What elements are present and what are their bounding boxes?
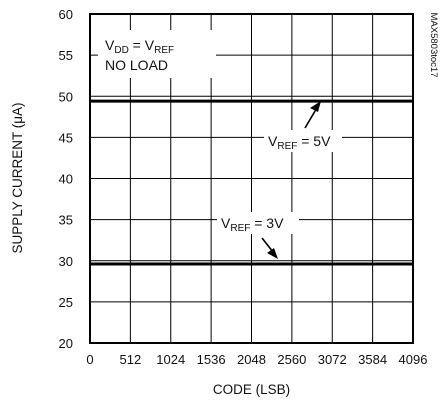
figure-id: MAX5803toc17	[428, 13, 439, 78]
y-tick-label: 25	[59, 295, 73, 310]
label-5v: VREF = 5V	[268, 133, 331, 152]
x-tick-labels: 0 512 1024 1536 2048 2560 3072 3584 4096	[86, 352, 427, 367]
x-tick-label: 0	[86, 352, 93, 367]
arrow-3v-shaft	[261, 237, 274, 253]
y-tick-label: 60	[59, 7, 73, 22]
y-tick-labels: 20 25 30 35 40 45 50 55 60	[59, 7, 73, 351]
y-tick-label: 45	[59, 130, 73, 145]
x-tick-label: 2048	[237, 352, 266, 367]
y-tick-label: 50	[59, 89, 73, 104]
y-axis-title: SUPPLY CURRENT (μA)	[10, 102, 25, 253]
arrow-3v-head	[267, 248, 278, 259]
y-tick-label: 20	[59, 336, 73, 351]
x-tick-label: 2560	[277, 352, 306, 367]
label-5v-background	[264, 130, 342, 152]
label-3v: VREF = 3V	[221, 215, 284, 234]
y-tick-label: 30	[59, 254, 73, 269]
x-tick-label: 4096	[399, 352, 428, 367]
x-tick-label: 1536	[197, 352, 226, 367]
condition-label-line2: NO LOAD	[105, 57, 168, 73]
x-axis-title: CODE (LSB)	[213, 382, 290, 397]
series-lines	[90, 99, 413, 266]
label-3v-background	[217, 212, 299, 234]
x-tick-label: 3072	[318, 352, 347, 367]
arrow-5v-head	[310, 101, 321, 112]
x-tick-label: 512	[120, 352, 142, 367]
x-tick-label: 3584	[358, 352, 387, 367]
condition-label-background	[98, 30, 216, 78]
condition-label-line1: VDD = VREF	[105, 37, 174, 56]
y-tick-label: 40	[59, 172, 73, 187]
plot-frame	[89, 13, 414, 344]
y-tick-label: 35	[59, 213, 73, 228]
x-tick-label: 1024	[156, 352, 185, 367]
y-tick-label: 55	[59, 48, 73, 63]
